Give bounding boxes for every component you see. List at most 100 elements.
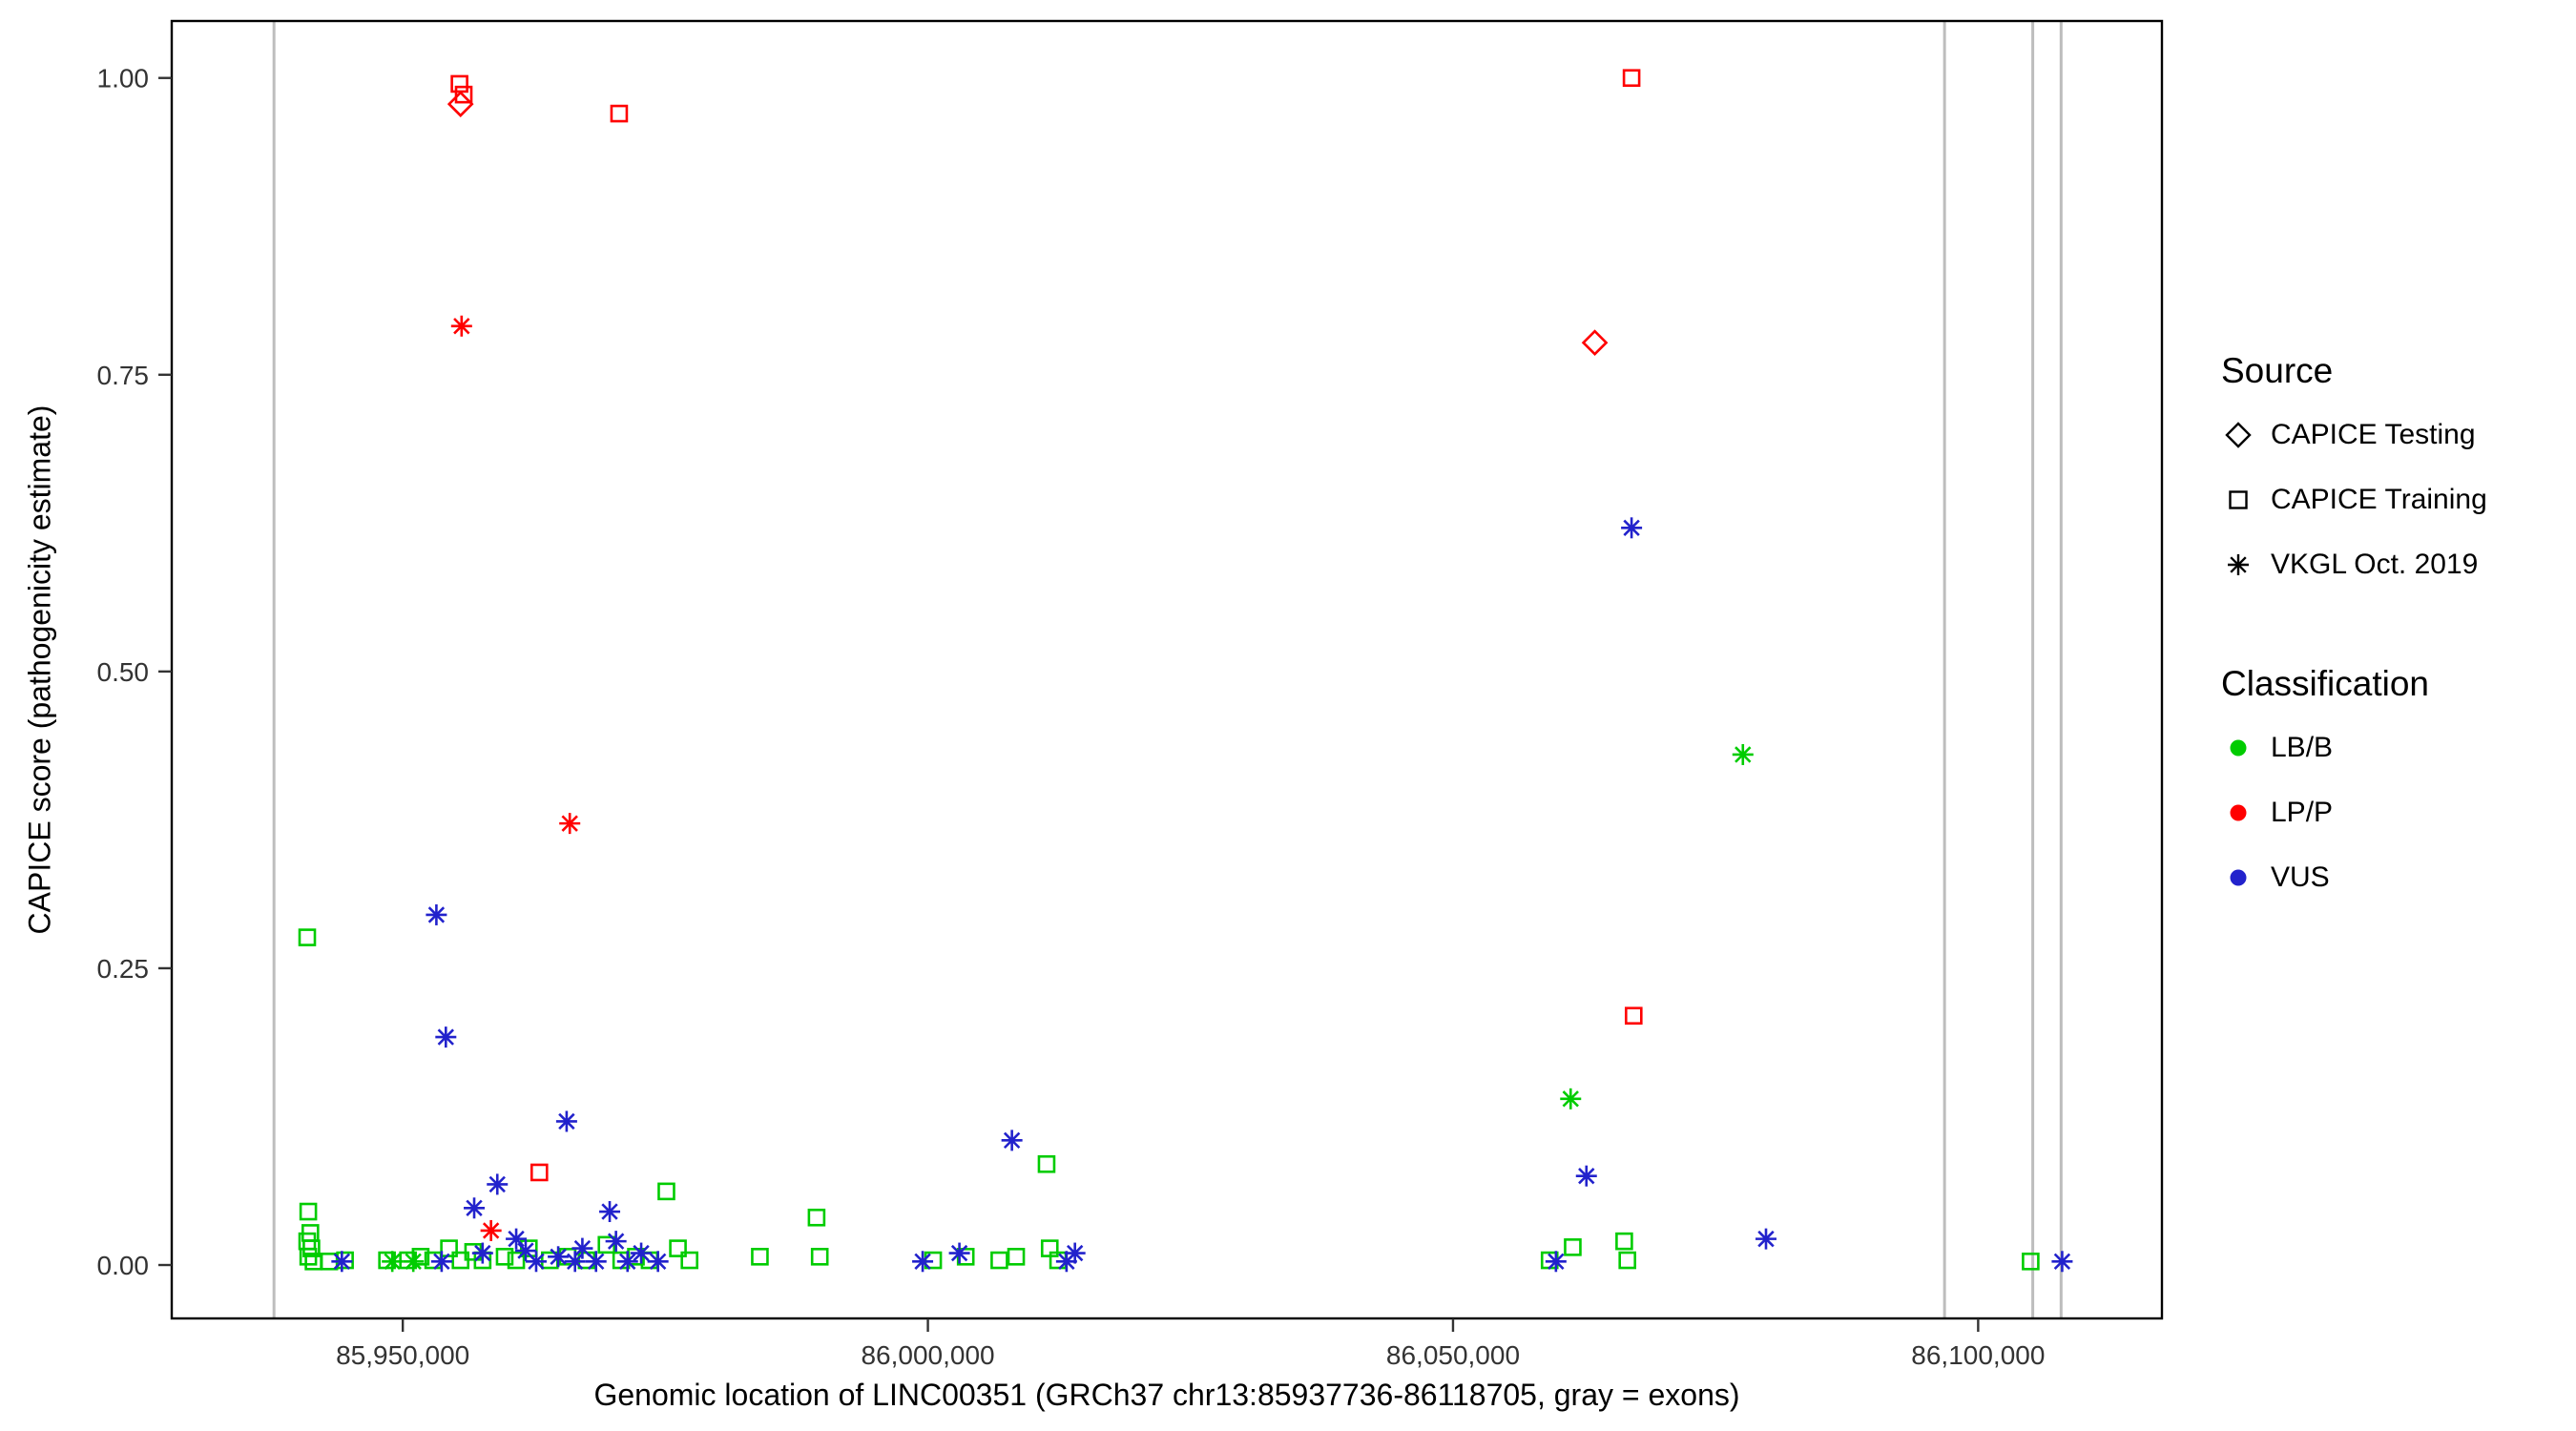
data-point-asterisk bbox=[1562, 1090, 1579, 1108]
legend-item-lbb: LB/B bbox=[2221, 731, 2487, 765]
data-point-square bbox=[299, 1247, 318, 1266]
data-point-asterisk bbox=[649, 1253, 667, 1270]
data-point-asterisk bbox=[433, 1253, 450, 1270]
data-point-asterisk bbox=[558, 1112, 575, 1130]
lpp-color-dot-icon bbox=[2230, 804, 2247, 821]
y-axis-title: CAPICE score (pathogenicity estimate) bbox=[22, 404, 57, 935]
legend: Source CAPICE Testing CAPICE Training bbox=[2221, 351, 2487, 895]
data-point-asterisk bbox=[950, 1244, 968, 1262]
data-point-asterisk bbox=[1623, 519, 1640, 537]
data-point-asterisk bbox=[405, 1253, 422, 1270]
legend-item-label: LP/P bbox=[2271, 797, 2334, 828]
data-point-square bbox=[990, 1251, 1008, 1270]
legend-item-lpp: LP/P bbox=[2221, 796, 2487, 830]
data-point-square bbox=[751, 1247, 769, 1266]
data-point-square bbox=[1615, 1232, 1633, 1251]
data-point-asterisk bbox=[1757, 1230, 1775, 1248]
square-icon bbox=[2229, 490, 2248, 509]
data-point-asterisk bbox=[561, 815, 578, 832]
data-point-asterisk bbox=[528, 1253, 545, 1270]
data-point-asterisk bbox=[619, 1253, 636, 1270]
data-point-asterisk bbox=[466, 1199, 483, 1216]
x-tick-label: 86,000,000 bbox=[861, 1340, 994, 1370]
data-point-square bbox=[530, 1163, 549, 1182]
data-point-diamond bbox=[447, 91, 474, 117]
x-axis-title: Genomic location of LINC00351 (GRCh37 ch… bbox=[593, 1378, 1740, 1412]
data-point-asterisk bbox=[1003, 1131, 1021, 1150]
data-point-asterisk bbox=[2053, 1253, 2071, 1270]
data-point-asterisk bbox=[607, 1233, 625, 1250]
legend-source-title: Source bbox=[2221, 351, 2334, 390]
data-point-asterisk bbox=[508, 1230, 525, 1248]
data-point-diamond bbox=[1581, 329, 1609, 357]
legend-item-label: VKGL Oct. 2019 bbox=[2271, 549, 2479, 580]
data-point-square bbox=[507, 1251, 526, 1270]
data-point-asterisk bbox=[474, 1244, 491, 1262]
data-point-asterisk bbox=[427, 906, 446, 923]
legend-item-label: CAPICE Training bbox=[2271, 484, 2487, 515]
legend-classification-group: Classification LB/B LP/P VUS bbox=[2221, 664, 2487, 895]
data-point-square bbox=[610, 104, 629, 123]
lbb-color-dot-icon bbox=[2230, 739, 2247, 757]
legend-item-label: CAPICE Testing bbox=[2271, 419, 2476, 450]
data-point-square bbox=[1037, 1154, 1056, 1173]
data-point-asterisk bbox=[517, 1242, 534, 1259]
data-point-asterisk bbox=[1548, 1253, 1565, 1270]
data-point-square bbox=[454, 85, 473, 104]
asterisk-icon bbox=[2228, 554, 2249, 575]
data-point-asterisk bbox=[914, 1253, 931, 1270]
panel-border bbox=[170, 19, 2164, 1320]
data-point-square bbox=[956, 1247, 975, 1266]
data-point-square bbox=[2022, 1252, 2040, 1271]
data-point-square bbox=[298, 928, 317, 946]
vus-color-dot-icon bbox=[2230, 869, 2247, 886]
legend-item-vkgl: VKGL Oct. 2019 bbox=[2221, 548, 2487, 582]
y-tick-label: 0.75 bbox=[97, 361, 150, 390]
data-point-square bbox=[657, 1182, 675, 1201]
y-tick-label: 0.00 bbox=[97, 1251, 150, 1280]
legend-source-group: Source CAPICE Testing CAPICE Training bbox=[2221, 351, 2487, 582]
data-point-square bbox=[1625, 1006, 1643, 1026]
data-point-asterisk bbox=[567, 1253, 584, 1270]
data-point-square bbox=[450, 74, 468, 93]
legend-item-label: LB/B bbox=[2271, 732, 2334, 763]
data-point-asterisk bbox=[588, 1253, 605, 1270]
legend-classification-title: Classification bbox=[2221, 664, 2429, 703]
data-point-square bbox=[519, 1239, 538, 1257]
data-point-asterisk bbox=[482, 1222, 500, 1239]
data-point-square bbox=[669, 1239, 687, 1257]
data-point-asterisk bbox=[573, 1239, 592, 1257]
data-point-square bbox=[1007, 1247, 1026, 1266]
data-point-asterisk bbox=[384, 1253, 401, 1270]
data-point-asterisk bbox=[1066, 1244, 1084, 1262]
data-point-square bbox=[810, 1247, 829, 1266]
diamond-icon bbox=[2225, 422, 2252, 448]
legend-item-capice-training: CAPICE Training bbox=[2221, 483, 2487, 517]
data-point-square bbox=[1618, 1251, 1636, 1270]
data-point-asterisk bbox=[1735, 746, 1752, 763]
data-point-asterisk bbox=[633, 1244, 650, 1262]
data-point-asterisk bbox=[453, 318, 470, 335]
legend-item-capice-testing: CAPICE Testing bbox=[2221, 418, 2487, 452]
x-tick-label: 85,950,000 bbox=[336, 1340, 469, 1370]
data-point-asterisk bbox=[333, 1253, 351, 1270]
data-point-square bbox=[495, 1247, 514, 1266]
data-point-asterisk bbox=[488, 1175, 506, 1193]
y-tick-label: 0.50 bbox=[97, 657, 150, 687]
data-point-square bbox=[1564, 1238, 1582, 1256]
data-point-square bbox=[807, 1208, 826, 1227]
data-point-square bbox=[440, 1239, 458, 1257]
data-point-asterisk bbox=[1578, 1167, 1595, 1185]
y-tick-label: 0.25 bbox=[97, 954, 150, 984]
legend-item-label: VUS bbox=[2271, 861, 2330, 893]
data-point-square bbox=[299, 1202, 318, 1221]
data-point-asterisk bbox=[550, 1248, 567, 1265]
x-tick-label: 86,050,000 bbox=[1386, 1340, 1520, 1370]
data-point-asterisk bbox=[601, 1203, 618, 1220]
data-point-square bbox=[1622, 69, 1641, 88]
x-tick-label: 86,100,000 bbox=[1911, 1340, 2045, 1370]
data-point-asterisk bbox=[437, 1028, 455, 1046]
y-tick-label: 1.00 bbox=[97, 64, 150, 93]
